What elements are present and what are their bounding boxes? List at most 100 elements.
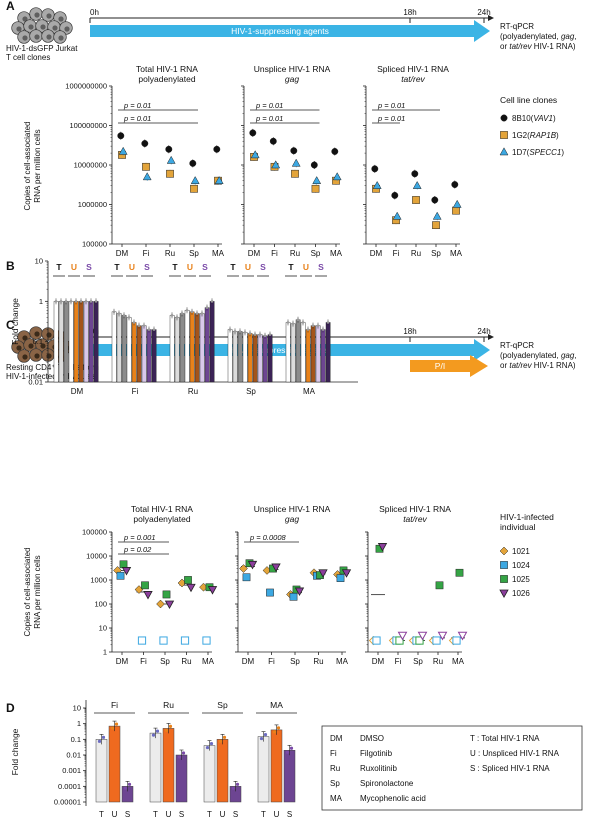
bar <box>227 329 233 383</box>
data-point <box>184 576 192 584</box>
data-point <box>156 599 165 609</box>
rna-type-key: S : Spliced HIV-1 RNA <box>470 764 550 773</box>
bar <box>174 317 180 383</box>
data-point <box>391 191 399 199</box>
x-tick-label: S <box>287 810 292 819</box>
cell-nucleus <box>46 332 52 338</box>
data-point <box>397 631 408 641</box>
bar <box>93 301 99 383</box>
x-tick-label: DM <box>372 657 385 666</box>
replicate-point <box>205 745 210 750</box>
bar <box>108 725 121 803</box>
replicate-point <box>97 739 102 743</box>
bar <box>252 334 258 383</box>
bar <box>131 322 137 383</box>
stimulation-arrow <box>410 355 488 377</box>
data-point <box>311 184 320 193</box>
replicate-point <box>181 751 186 755</box>
bar <box>242 332 248 383</box>
treatment-arrow-label: HIV-1-suppressing agents <box>231 26 329 36</box>
bar <box>305 329 311 383</box>
replicate-point <box>112 310 116 314</box>
y-tick-label: 1 <box>77 719 81 728</box>
data-point <box>190 184 198 193</box>
group-label: U <box>71 262 77 272</box>
data-point <box>341 569 352 578</box>
bar <box>68 301 74 383</box>
x-tick-label: Sp <box>413 657 423 666</box>
bar <box>175 754 188 803</box>
cell-nucleus <box>22 335 28 341</box>
x-tick-label: Fi <box>132 387 139 396</box>
replicate-point <box>137 324 141 327</box>
bar <box>232 331 238 383</box>
cell-nucleus <box>28 24 34 30</box>
x-tick-label: MA <box>202 657 215 666</box>
data-point <box>164 600 175 610</box>
data-point <box>269 137 277 145</box>
readout-text: or tat/rev HIV-1 RNA) <box>500 361 576 370</box>
abbreviation-name: Ruxolitinib <box>360 764 397 773</box>
x-tick-label: Ru <box>290 249 300 258</box>
x-tick-label: Fi <box>395 657 402 666</box>
data-point <box>214 176 224 184</box>
data-point <box>377 543 388 552</box>
subplot-title: Unsplice HIV-1 RNA <box>254 504 331 514</box>
y-tick-label: 100000 <box>82 240 107 249</box>
category-label: Ru <box>163 700 174 710</box>
replicate-point <box>286 321 290 324</box>
readout-text: or tat/rev HIV-1 RNA) <box>500 42 576 51</box>
data-point <box>331 148 339 155</box>
subplot-title: polyadenylated <box>133 514 190 524</box>
cell-nucleus <box>16 345 22 351</box>
replicate-point <box>316 324 320 327</box>
data-point <box>186 583 196 593</box>
bar <box>270 729 283 803</box>
bar <box>88 301 94 383</box>
y-tick-label: 10000000 <box>74 161 107 170</box>
legend-marker <box>500 131 508 139</box>
x-tick-label: T <box>99 810 104 819</box>
abbreviation-name: Filgotinib <box>360 749 393 758</box>
x-tick-label: Fi <box>271 249 278 258</box>
bar <box>121 315 127 383</box>
x-tick-label: Ru <box>313 657 323 666</box>
data-point <box>435 581 444 590</box>
replicate-point <box>175 316 179 319</box>
y-axis-label: RNA per million cells <box>33 555 42 628</box>
data-point <box>392 211 402 220</box>
data-point <box>166 155 176 164</box>
x-tick-label: Sp <box>311 249 321 258</box>
data-point <box>141 140 149 147</box>
legend-marker <box>500 114 508 122</box>
data-point <box>142 172 152 181</box>
replicate-point <box>89 300 93 303</box>
cell-label: HIV-1-dsGFP Jurkat <box>6 44 78 53</box>
data-point <box>310 161 318 169</box>
cell-nucleus <box>58 35 64 41</box>
bar <box>216 739 229 803</box>
x-tick-label: MA <box>330 249 343 258</box>
x-tick-label: U <box>166 810 172 819</box>
bar <box>149 732 162 803</box>
abbreviation-code: MA <box>330 794 343 803</box>
legend-entry: 1021 <box>512 547 530 556</box>
bar <box>194 313 200 383</box>
x-tick-label: Sp <box>189 249 199 258</box>
data-point <box>432 211 442 220</box>
cell-cluster-icon <box>11 7 73 44</box>
y-tick-label: 10 <box>35 257 43 266</box>
cell-nucleus <box>16 26 22 32</box>
data-point <box>452 199 462 208</box>
abbreviation-code: Ru <box>330 764 340 773</box>
replicate-point <box>263 732 268 737</box>
cell-nucleus <box>58 16 64 22</box>
replicate-point <box>122 314 126 317</box>
replicate-point <box>180 312 184 315</box>
replicate-point <box>132 321 136 324</box>
category-label: Fi <box>111 700 118 710</box>
y-tick-label: 100000 <box>82 528 107 537</box>
bar <box>203 745 216 803</box>
